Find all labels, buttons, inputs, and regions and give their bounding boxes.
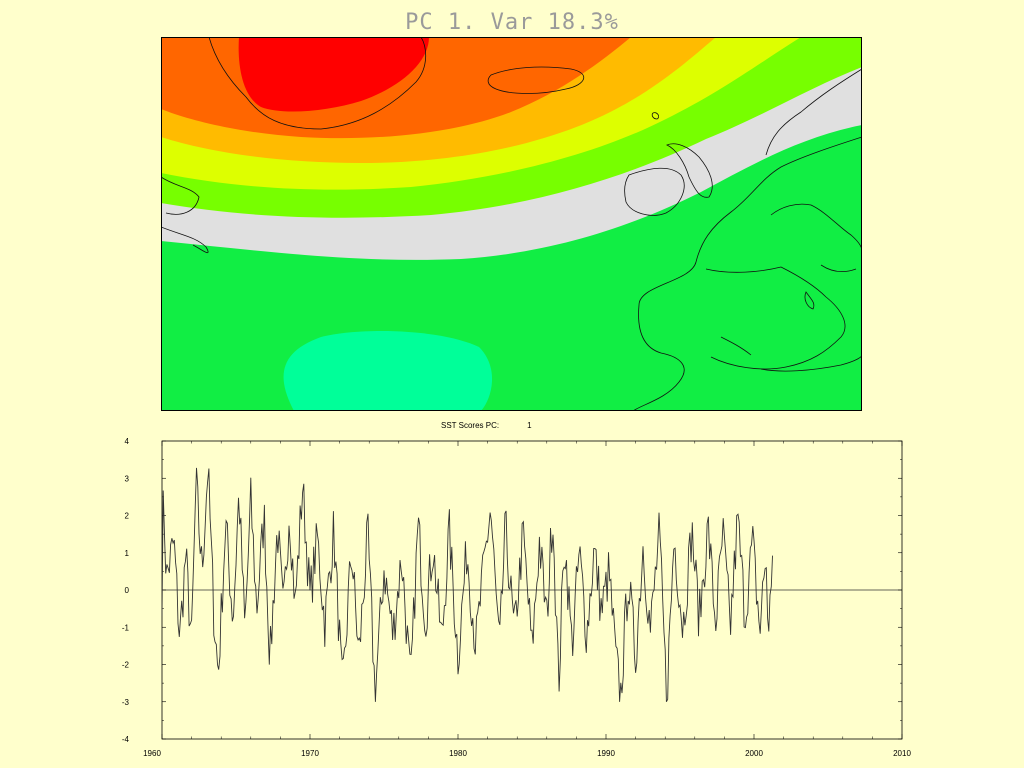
y-tick-label: -4 xyxy=(122,735,130,744)
red-max-region xyxy=(238,37,429,112)
y-tick-label: 4 xyxy=(125,437,130,446)
map-title: PC 1. Var 18.3% xyxy=(405,10,619,35)
x-tick-label: 1990 xyxy=(597,749,615,758)
timeseries-title-label: SST Scores PC: xyxy=(441,421,500,430)
x-tick-label: 1960 xyxy=(143,749,161,758)
timeseries-chart: 4 3 2 1 0 -1 -2 -3 -4 1960 1970 1980 1990 2000 2010 xyxy=(122,437,912,758)
y-tick-label: -2 xyxy=(122,661,130,670)
timeseries-tick-labels: 4 3 2 1 0 -1 -2 -3 -4 1960 1970 1980 1990 2000 2010 xyxy=(122,437,912,758)
pc-score-series-line xyxy=(161,467,773,703)
x-tick-label: 1970 xyxy=(301,749,319,758)
map-panel xyxy=(161,37,862,411)
timeseries-title-pc: 1 xyxy=(527,421,532,430)
map-frame xyxy=(161,37,862,411)
timeseries-axes xyxy=(161,440,903,740)
y-tick-label: -3 xyxy=(122,698,130,707)
y-tick-label: 0 xyxy=(125,586,130,595)
aqua-min-region xyxy=(283,331,493,411)
x-tick-label: 2000 xyxy=(745,749,763,758)
y-tick-label: 3 xyxy=(125,474,130,483)
timeseries-title: SST Scores PC: 1 xyxy=(441,421,532,430)
y-tick-label: -1 xyxy=(122,623,130,632)
x-tick-label: 2010 xyxy=(893,749,911,758)
y-tick-label: 1 xyxy=(125,549,130,558)
x-tick-label: 1980 xyxy=(449,749,467,758)
coastlines xyxy=(161,37,862,411)
y-tick-label: 2 xyxy=(125,512,130,521)
